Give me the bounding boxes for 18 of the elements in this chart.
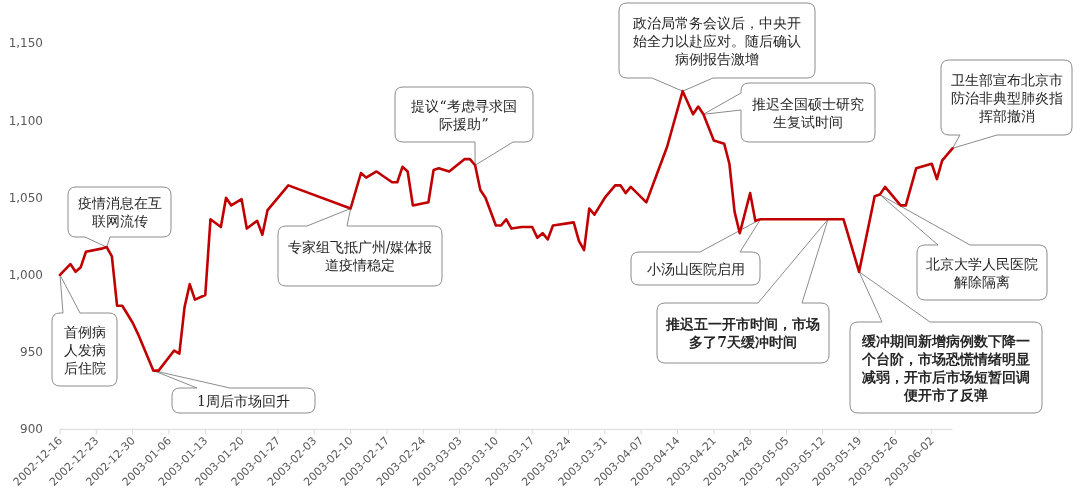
annotation: 政治局常务会议后，中央开始全力以赴应对。随后确认病例报告激增 — [633, 14, 801, 67]
annotation: 疫情消息在互联网流传 — [77, 195, 162, 229]
annotation: 推迟全国硕士研究生复试时间 — [752, 95, 864, 130]
annotation: 专家组飞抵广州/媒体报道疫情稳定 — [287, 239, 433, 273]
annotation: 小汤山医院启用 — [646, 260, 745, 277]
y-tick-label: 1,050 — [8, 190, 43, 205]
y-tick-label: 900 — [20, 422, 43, 437]
annotation: 首例病人发病后住院 — [63, 323, 106, 376]
y-tick-label: 1,000 — [8, 267, 43, 282]
annotation: 北京大学人民医院解除隔离 — [926, 255, 1038, 290]
annotation: 提议“考虑寻求国际援助” — [411, 97, 517, 132]
annotation: 卫生部宣布北京市防治非典型肺炎指挥部撤消 — [950, 71, 1063, 124]
annotation: 推迟五一开市时间，市场多了7天缓冲时间 — [665, 316, 820, 350]
annotation: 缓冲期间新增病例数下降一个台阶，市场恐慌情绪明显减弱，开市后市场短暂回调便开市了反弹 — [861, 332, 1030, 403]
y-tick-label: 1,100 — [8, 113, 43, 128]
y-tick-label: 1,150 — [8, 36, 43, 51]
y-tick-label: 950 — [20, 345, 43, 360]
annotation: 1周后市场回升 — [197, 392, 290, 409]
